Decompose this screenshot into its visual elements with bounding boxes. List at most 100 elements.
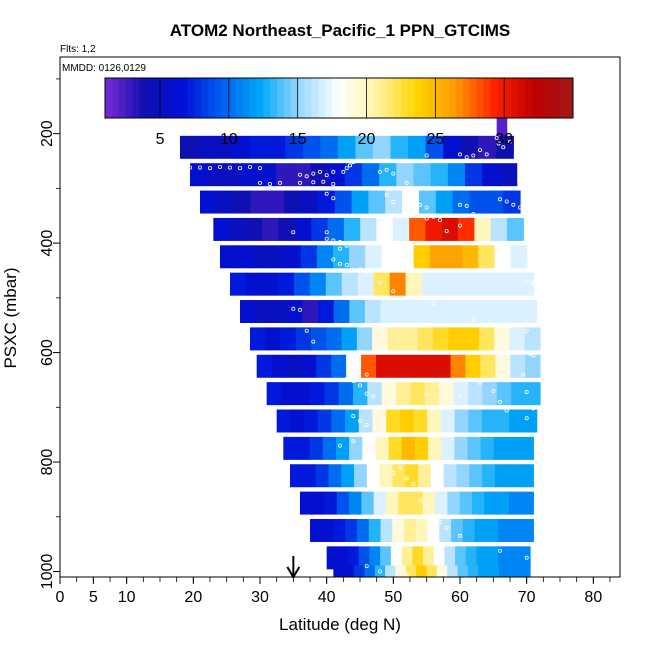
heatmap-cell xyxy=(430,163,449,187)
x-tick-label: 30 xyxy=(251,589,269,606)
data-point xyxy=(457,223,462,228)
heatmap-cell xyxy=(345,518,358,542)
heatmap-cell xyxy=(478,245,495,269)
heatmap-cell xyxy=(401,546,413,570)
heatmap-cell xyxy=(482,464,496,488)
data-point xyxy=(531,561,536,566)
heatmap-cell xyxy=(380,546,392,570)
heatmap-cell xyxy=(386,409,401,433)
data-point xyxy=(424,503,429,508)
heatmap-cell xyxy=(521,518,534,542)
heatmap-cell xyxy=(455,546,467,570)
heatmap-cell xyxy=(462,518,476,542)
data-point xyxy=(397,465,402,470)
heatmap-cell xyxy=(229,217,247,241)
heatmap-cell xyxy=(357,272,375,296)
data-point xyxy=(391,377,396,382)
data-point xyxy=(364,269,369,274)
heatmap-cell xyxy=(467,565,479,577)
colorbar-segment xyxy=(249,78,257,118)
heatmap-cell xyxy=(355,135,374,159)
heatmap-cell xyxy=(311,327,327,351)
data-point xyxy=(457,152,462,157)
data-point xyxy=(504,199,509,204)
x-tick-label: 60 xyxy=(451,589,469,606)
heatmap-layer xyxy=(180,117,541,577)
colorbar-segment xyxy=(201,78,209,118)
heatmap-cell xyxy=(409,217,427,241)
heatmap-cell xyxy=(362,436,377,460)
data-point xyxy=(391,289,396,294)
heatmap-cell xyxy=(418,190,437,214)
data-point xyxy=(494,135,499,140)
flights-label: Flts: 1,2 xyxy=(60,44,96,55)
colorbar-segment xyxy=(146,78,154,118)
heatmap-cell xyxy=(469,464,483,488)
data-point xyxy=(357,418,362,423)
heatmap-cell xyxy=(433,546,445,570)
heatmap-cell xyxy=(421,272,439,296)
y-tick-label: 1000 xyxy=(39,554,56,590)
data-point xyxy=(344,243,349,248)
data-point xyxy=(384,192,389,197)
heatmap-cell xyxy=(396,163,415,187)
heatmap-cell xyxy=(294,217,312,241)
heatmap-cell xyxy=(262,217,280,241)
heatmap-cell xyxy=(507,436,521,460)
x-tick-label: 40 xyxy=(318,589,336,606)
heatmap-cell xyxy=(341,272,359,296)
heatmap-cell xyxy=(337,546,349,570)
x-tick-label: 80 xyxy=(584,589,602,606)
heatmap-cell xyxy=(416,565,428,577)
heatmap-cell xyxy=(509,518,523,542)
heatmap-cell xyxy=(349,436,363,460)
heatmap-cell xyxy=(341,464,355,488)
heatmap-cell xyxy=(341,327,358,351)
heatmap-cell xyxy=(344,163,363,187)
y-tick-label: 800 xyxy=(39,449,56,476)
heatmap-cell xyxy=(444,546,456,570)
heatmap-cell xyxy=(484,491,498,515)
heatmap-cell xyxy=(250,135,269,159)
heatmap-cell xyxy=(284,190,302,214)
heatmap-cell xyxy=(361,354,377,378)
heatmap-cell xyxy=(343,565,355,577)
heatmap-cell xyxy=(404,518,417,542)
data-point xyxy=(177,164,182,169)
colorbar-segment xyxy=(263,78,271,118)
heatmap-cell xyxy=(402,327,419,351)
data-point xyxy=(331,169,336,174)
heatmap-cell xyxy=(509,565,521,577)
heatmap-cell xyxy=(467,436,482,460)
heatmap-cell xyxy=(525,382,541,406)
x-tick-label: 50 xyxy=(384,589,402,606)
data-point xyxy=(501,145,506,150)
heatmap-cell xyxy=(522,409,538,433)
heatmap-cell xyxy=(245,272,263,296)
data-point xyxy=(391,200,396,205)
heatmap-cell xyxy=(375,436,390,460)
heatmap-cell xyxy=(351,190,370,214)
heatmap-cell xyxy=(499,163,518,187)
heatmap-cell xyxy=(435,190,454,214)
heatmap-cell xyxy=(387,327,404,351)
data-point xyxy=(357,383,362,388)
data-point xyxy=(324,173,329,178)
heatmap-cell xyxy=(443,135,462,159)
data-point xyxy=(317,169,322,174)
heatmap-cell xyxy=(451,518,464,542)
heatmap-cell xyxy=(276,409,291,433)
colorbar-segment xyxy=(277,78,285,118)
colorbar-segment xyxy=(469,78,478,118)
heatmap-cell xyxy=(302,464,317,488)
heatmap-cell xyxy=(381,382,397,406)
data-point xyxy=(237,166,242,171)
y-tick-label: 600 xyxy=(39,339,56,366)
heatmap-cell xyxy=(271,354,288,378)
data-point xyxy=(504,408,509,413)
y-axis: 200 400 600 800 1000 xyxy=(39,78,60,590)
heatmap-cell xyxy=(465,163,483,187)
data-point xyxy=(491,388,496,393)
colorbar-segment xyxy=(339,78,347,118)
heatmap-cell xyxy=(489,300,507,324)
